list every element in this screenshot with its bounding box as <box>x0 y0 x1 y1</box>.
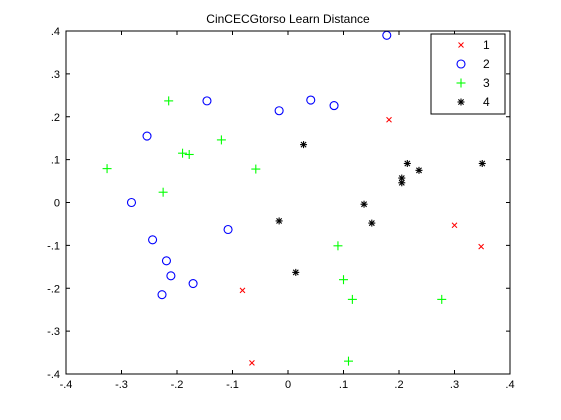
x-tick-label: -.3 <box>115 379 128 391</box>
data-point-series-4 <box>360 200 368 208</box>
data-point-series-2 <box>148 235 158 245</box>
y-tick-label: .2 <box>51 112 60 124</box>
data-point-series-1 <box>249 359 255 366</box>
legend-label: 1 <box>483 38 490 52</box>
data-point-series-3 <box>343 356 353 366</box>
data-point-series-2 <box>306 95 316 105</box>
legend: 1 2 3 4 <box>430 33 506 115</box>
y-tick-label: .4 <box>51 26 60 38</box>
data-point-series-4 <box>292 268 300 276</box>
legend-marker-4 <box>457 98 465 106</box>
legend-entry: 3 <box>456 76 490 90</box>
data-point-series-2 <box>202 96 212 106</box>
y-tick-label: 0 <box>54 198 60 210</box>
axes-box <box>65 30 511 375</box>
data-point-series-3 <box>437 294 447 304</box>
x-tick-label: 0 <box>285 379 291 391</box>
y-tick-label: -.3 <box>47 326 60 338</box>
data-point-series-4 <box>300 141 308 149</box>
x-tick-label: -.4 <box>60 379 73 391</box>
legend-entry: 1 <box>458 38 490 52</box>
data-point-series-2 <box>161 256 172 266</box>
data-point-series-3 <box>102 164 112 174</box>
data-point-series-2 <box>166 271 176 281</box>
data-point-series-4 <box>368 219 376 227</box>
data-point-series-2 <box>126 197 137 208</box>
tick-labels: -.4 -.3 -.2 -.1 0 .1 .2 .3 .4 -.4 -.3 -.2 -.1 0 .1 .2 .3… <box>47 26 514 391</box>
legend-entry: 2 <box>456 57 490 71</box>
data-point-series-1 <box>386 116 392 123</box>
data-point-series-3 <box>339 275 348 285</box>
data-point-series-3 <box>178 148 188 158</box>
data-point-series-3 <box>158 187 168 197</box>
x-tick-label: -.2 <box>171 379 184 391</box>
x-tick-label: .4 <box>505 379 514 391</box>
data-point-series-1 <box>478 243 484 250</box>
data-point-series-2 <box>157 290 167 300</box>
data-point-series-4 <box>398 179 406 187</box>
data-point-series-3 <box>216 135 226 145</box>
data-point-series-3 <box>164 96 174 106</box>
data-point-series-2 <box>223 224 233 235</box>
data-point-series-2 <box>274 106 284 116</box>
x-tick-label: .3 <box>450 379 459 391</box>
data-markers <box>102 30 486 366</box>
data-point-series-1 <box>239 287 246 294</box>
legend-marker-2 <box>456 59 466 69</box>
legend-marker-1 <box>458 42 464 48</box>
data-point-series-4 <box>275 217 283 225</box>
data-point-series-4 <box>415 166 423 174</box>
data-point-series-3 <box>333 241 343 251</box>
legend-label: 2 <box>483 57 490 71</box>
y-tick-label: -.1 <box>47 240 60 252</box>
x-tick-label: .2 <box>394 379 403 391</box>
legend-label: 3 <box>483 76 490 90</box>
data-point-series-2 <box>329 101 339 111</box>
y-tick-label: .1 <box>51 155 60 167</box>
data-point-series-4 <box>478 159 486 167</box>
x-tick-label: -.1 <box>226 379 239 391</box>
data-point-series-2 <box>188 278 198 289</box>
chart-title: CinCECGtorso Learn Distance <box>206 12 370 26</box>
data-point-series-4 <box>398 174 406 182</box>
legend-marker-3 <box>456 78 466 88</box>
data-point-series-3 <box>184 149 194 159</box>
x-tick-label: .1 <box>339 379 348 391</box>
data-point-series-1 <box>451 222 458 229</box>
y-tick-label: -.2 <box>47 283 60 295</box>
legend-entry: 4 <box>457 95 490 109</box>
data-point-series-3 <box>347 294 357 304</box>
legend-box <box>430 33 506 115</box>
data-point-series-2 <box>142 131 152 141</box>
y-tick-label: .3 <box>51 69 60 81</box>
data-point-series-4 <box>403 159 411 167</box>
y-tick-label: -.4 <box>47 369 60 381</box>
data-point-series-3 <box>251 164 261 174</box>
legend-label: 4 <box>483 95 490 109</box>
